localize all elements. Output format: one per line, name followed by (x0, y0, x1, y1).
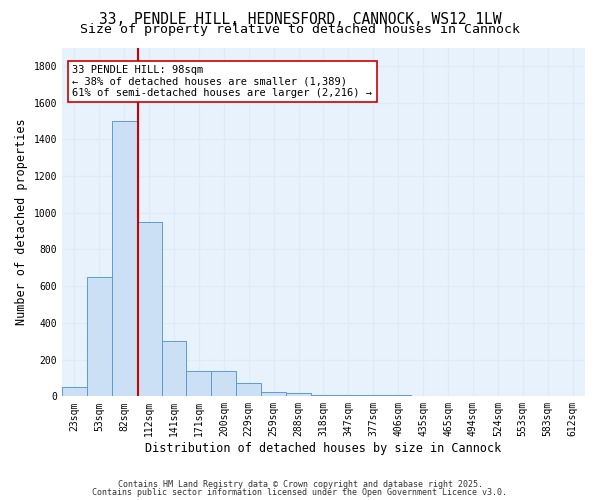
Y-axis label: Number of detached properties: Number of detached properties (15, 118, 28, 325)
Text: Contains HM Land Registry data © Crown copyright and database right 2025.: Contains HM Land Registry data © Crown c… (118, 480, 482, 489)
Bar (62, 387, 87, 396)
Text: Contains public sector information licensed under the Open Government Licence v3: Contains public sector information licen… (92, 488, 508, 497)
Bar (211, 370, 236, 396)
Bar (261, 392, 286, 396)
Bar (161, 342, 187, 396)
Bar (286, 392, 311, 396)
Bar (112, 121, 137, 396)
Text: 33, PENDLE HILL, HEDNESFORD, CANNOCK, WS12 1LW: 33, PENDLE HILL, HEDNESFORD, CANNOCK, WS… (99, 12, 501, 28)
Bar (236, 384, 261, 396)
Text: 33 PENDLE HILL: 98sqm
← 38% of detached houses are smaller (1,389)
61% of semi-d: 33 PENDLE HILL: 98sqm ← 38% of detached … (73, 65, 373, 98)
X-axis label: Distribution of detached houses by size in Cannock: Distribution of detached houses by size … (145, 442, 502, 455)
Text: Size of property relative to detached houses in Cannock: Size of property relative to detached ho… (80, 24, 520, 36)
Bar (137, 222, 161, 396)
Bar (187, 370, 211, 396)
Bar (87, 277, 112, 396)
